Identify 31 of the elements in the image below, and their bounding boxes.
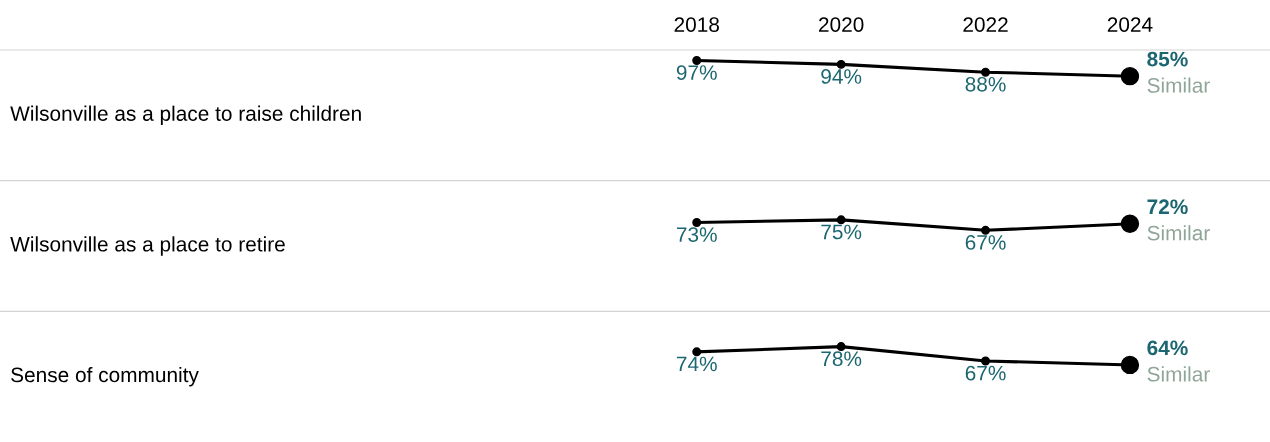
y-axis-title: Sense of community — [11, 366, 199, 387]
data-label: 78% — [821, 351, 862, 367]
point — [836, 215, 846, 225]
point — [836, 59, 846, 69]
data-label: 72% — [1147, 199, 1188, 215]
data-label: 67% — [965, 235, 1006, 250]
data-label: 64% — [1147, 340, 1188, 356]
x-tick-label: 2022 — [963, 17, 1008, 32]
point — [981, 67, 991, 77]
point — [692, 217, 702, 227]
text: Similar — [1147, 366, 1210, 382]
data-label: 94% — [821, 69, 862, 84]
point — [692, 55, 702, 65]
annotation: Similar — [1147, 225, 1210, 241]
y-axis-title: Wilsonville as a place to retire — [10, 236, 285, 256]
x-tick-label: 2020 — [819, 17, 864, 32]
point — [981, 356, 991, 366]
point — [692, 347, 702, 357]
data-label: 75% — [821, 224, 862, 240]
point — [981, 225, 991, 235]
data-label: 67% — [965, 365, 1006, 381]
data-label: 88% — [965, 76, 1006, 92]
x-tick-label: 2018 — [674, 17, 719, 32]
data-label: 73% — [676, 227, 717, 242]
data-label: 85% — [1147, 51, 1188, 67]
data-label: 74% — [676, 356, 717, 372]
text: Wilsonville as a place to raise children — [10, 105, 361, 126]
text: Similar — [1147, 77, 1210, 93]
data-label: 97% — [676, 65, 717, 80]
x-tick-label: 2024 — [1107, 17, 1153, 32]
point — [836, 342, 846, 352]
